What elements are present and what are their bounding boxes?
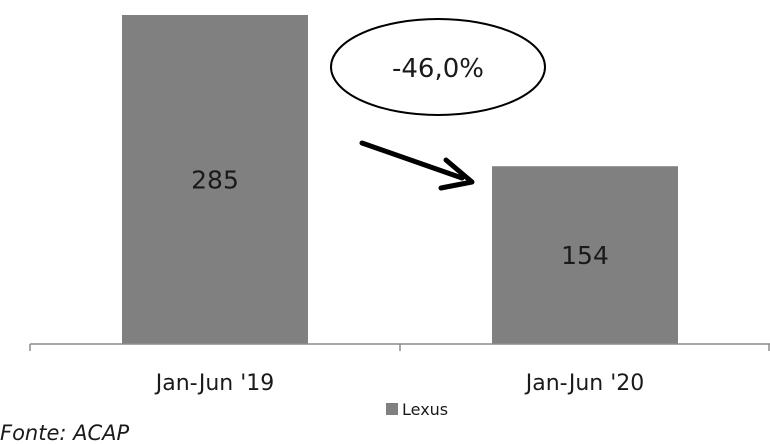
legend-swatch-lexus (386, 403, 398, 415)
x-tick-label-jan-jun-19: Jan-Jun '19 (154, 371, 275, 396)
legend-label-lexus: Lexus (402, 400, 448, 419)
source-note: Fonte: ACAP (0, 421, 130, 444)
bar-value-label-jan-jun-20: 154 (561, 241, 609, 270)
bar-jan-jun-20 (492, 166, 678, 344)
x-tick-label-jan-jun-20: Jan-Jun '20 (524, 371, 645, 396)
change-annotation-text: -46,0% (392, 54, 484, 84)
change-annotation-ellipse (330, 18, 546, 116)
bar-value-label-jan-jun-19: 285 (191, 166, 239, 195)
bar-jan-jun-19 (122, 15, 308, 344)
change-arrow-icon (359, 140, 475, 191)
